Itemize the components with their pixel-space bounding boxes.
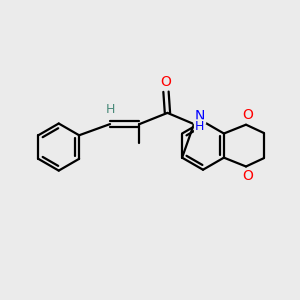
Text: H: H (105, 103, 115, 116)
Text: O: O (242, 169, 253, 183)
Text: H: H (194, 121, 204, 134)
Text: O: O (242, 169, 253, 183)
Text: O: O (242, 108, 253, 122)
Text: H: H (194, 120, 204, 133)
Text: O: O (160, 75, 171, 89)
Text: O: O (242, 108, 253, 122)
Text: O: O (160, 75, 171, 89)
Text: N: N (194, 109, 205, 123)
Text: H: H (105, 103, 115, 116)
Text: N: N (194, 109, 205, 123)
